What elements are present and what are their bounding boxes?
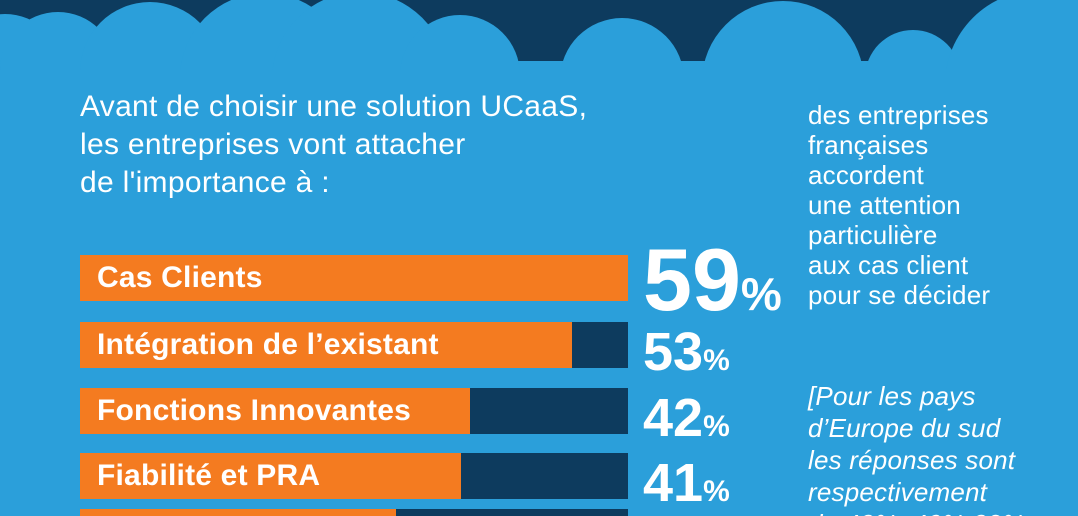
bar-row-partial bbox=[80, 509, 628, 516]
note-line: les réponses sont bbox=[808, 445, 1016, 475]
page-title: Avant de choisir une solution UCaaS, les… bbox=[80, 88, 587, 202]
cloud-puff bbox=[865, 30, 961, 70]
bar-value: 53% bbox=[643, 325, 730, 379]
note-line: accordent bbox=[808, 160, 924, 190]
note-line: [Pour les pays bbox=[808, 381, 976, 411]
percent-sign: % bbox=[703, 475, 730, 508]
bar-track bbox=[80, 509, 628, 516]
side-note-primary: des entreprises françaises accordent une… bbox=[808, 100, 990, 310]
title-line: Avant de choisir une solution UCaaS, bbox=[80, 90, 588, 123]
bar-label: Cas Clients bbox=[97, 261, 263, 294]
cloud-puff bbox=[946, 0, 1078, 70]
cloud-puff bbox=[400, 15, 520, 70]
note-line: d’Europe du sud bbox=[808, 413, 1001, 443]
note-line: de 43%, 40% 32% bbox=[808, 508, 1025, 516]
bar-fill bbox=[80, 255, 628, 301]
cloud-puff bbox=[560, 18, 684, 70]
title-line: les entreprises vont attacher bbox=[80, 128, 466, 161]
cloud-puff bbox=[702, 1, 864, 70]
cloud-band bbox=[0, 0, 1078, 70]
bar-row: Fiabilité et PRA 41% bbox=[80, 453, 730, 510]
bar-fill bbox=[80, 322, 573, 368]
note-line: une attention bbox=[808, 190, 961, 220]
bar-row: Fonctions Innovantes 42% bbox=[80, 388, 730, 445]
bar-value: 42% bbox=[643, 391, 730, 445]
bar-row: Cas Clients 59% bbox=[80, 236, 782, 324]
note-line: aux cas client bbox=[808, 250, 969, 280]
bar-track: Intégration de l’existant bbox=[80, 322, 628, 368]
note-line: respectivement bbox=[808, 477, 988, 507]
note-line: françaises bbox=[808, 130, 929, 160]
bar-value-number: 41 bbox=[643, 453, 704, 513]
title-line: de l'importance à : bbox=[80, 166, 330, 199]
bar-label: Fonctions Innovantes bbox=[97, 394, 412, 427]
bar-track: Cas Clients bbox=[80, 255, 628, 301]
percent-sign: % bbox=[703, 410, 730, 443]
bar-label: Fiabilité et PRA bbox=[97, 459, 321, 492]
cloud-puff bbox=[272, 0, 448, 70]
percent-sign: % bbox=[740, 268, 782, 320]
bar-value-number: 42 bbox=[643, 388, 704, 448]
bar-fill bbox=[80, 509, 396, 516]
side-note-secondary: [Pour les pays d’Europe du sud les répon… bbox=[808, 380, 1025, 516]
note-line: particulière bbox=[808, 220, 938, 250]
bar-fill bbox=[80, 453, 461, 499]
note-line: pour se décider bbox=[808, 280, 991, 310]
bar-fill bbox=[80, 388, 471, 434]
bar-label: Intégration de l’existant bbox=[97, 328, 439, 361]
bar-value: 59% bbox=[643, 236, 782, 324]
bar-value-number: 53 bbox=[643, 322, 704, 382]
percent-sign: % bbox=[703, 344, 730, 377]
bar-track: Fonctions Innovantes bbox=[80, 388, 628, 434]
bar-row: Intégration de l’existant 53% bbox=[80, 322, 730, 379]
bar-value-number: 59 bbox=[643, 230, 741, 329]
note-line: des entreprises bbox=[808, 100, 989, 130]
bar-track: Fiabilité et PRA bbox=[80, 453, 628, 499]
bar-value: 41% bbox=[643, 456, 730, 510]
